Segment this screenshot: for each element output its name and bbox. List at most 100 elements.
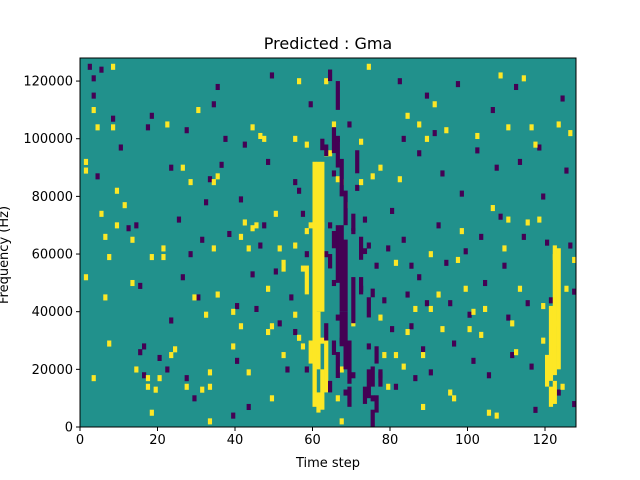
heatmap-band-low: [335, 225, 340, 283]
plot-frame: [79, 57, 577, 428]
heatmap-cell-high: [339, 366, 344, 373]
heatmap-cell-low: [149, 112, 154, 119]
heatmap-cell-low: [409, 262, 414, 269]
heatmap-cell-low: [548, 297, 554, 304]
heatmap-cell-high: [370, 173, 375, 180]
heatmap-cell-low: [331, 170, 337, 177]
heatmap-band-high: [304, 265, 309, 295]
heatmap-cell-low: [223, 135, 228, 142]
heatmap-cell-high: [440, 326, 445, 333]
heatmap-band-low: [335, 138, 340, 168]
heatmap-cell-high: [273, 210, 278, 217]
heatmap-cell-low: [572, 401, 577, 408]
heatmap-cell-low: [142, 343, 147, 350]
heatmap-cell-low: [111, 115, 116, 122]
heatmap-cell-low: [269, 72, 275, 79]
heatmap-cell-high: [498, 72, 503, 79]
heatmap-cell-high: [231, 308, 236, 315]
heatmap-cell-high: [421, 403, 426, 411]
heatmap-cell-high: [304, 228, 309, 235]
y-tick-label: 60000: [32, 248, 73, 263]
heatmap-cell-high: [517, 285, 523, 292]
heatmap-cell-high: [359, 138, 364, 145]
heatmap-cell-high: [359, 179, 364, 186]
heatmap-cell-low: [517, 158, 523, 165]
heatmap-cell-low: [506, 314, 511, 321]
heatmap-band-low: [362, 386, 368, 404]
heatmap-cell-high: [541, 337, 546, 344]
heatmap-cell-high: [405, 112, 410, 119]
heatmap-cell-low: [390, 326, 395, 333]
heatmap-band-low: [335, 81, 340, 110]
x-axis-ticks: 0 20 40 60 80 100 120: [76, 427, 557, 448]
heatmap-cell-high: [107, 340, 112, 347]
heatmap-band-high: [316, 311, 321, 370]
heatmap-cell-high: [537, 216, 542, 223]
heatmap-cell-low: [180, 274, 185, 281]
plot-area: [80, 58, 577, 427]
heatmap-cell-high: [510, 320, 515, 327]
heatmap-cell-high: [211, 245, 216, 252]
heatmap-band-high: [316, 161, 321, 312]
heatmap-cell-low: [169, 317, 174, 324]
heatmap-cell-high: [281, 352, 286, 359]
heatmap-band-low: [370, 409, 375, 427]
heatmap-band-low: [339, 311, 344, 347]
heatmap-cell-low: [304, 251, 309, 258]
heatmap-band-high: [312, 161, 317, 312]
heatmap-cell-low: [436, 222, 441, 229]
heatmap-cell-high: [533, 141, 538, 148]
heatmap-cell-low: [200, 236, 205, 243]
heatmap-cell-high: [262, 135, 267, 142]
y-tick-label: 120000: [23, 75, 73, 90]
heatmap-cell-high: [494, 412, 499, 419]
heatmap-cell-high: [173, 346, 178, 353]
heatmap-band-low: [366, 297, 371, 318]
heatmap-cell-high: [483, 305, 488, 312]
heatmap-cell-low: [498, 213, 503, 220]
x-tick-label: 60: [304, 433, 321, 448]
heatmap-cell-high: [188, 179, 193, 186]
heatmap-band-low: [374, 346, 379, 364]
heatmap-cell-low: [308, 101, 313, 108]
heatmap-cell-high: [91, 375, 96, 382]
heatmap-cell-high: [246, 369, 251, 376]
heatmap-cell-low: [366, 343, 371, 350]
heatmap-cell-high: [184, 383, 189, 390]
heatmap-cell-high: [180, 164, 185, 171]
heatmap-cell-high: [215, 173, 220, 180]
heatmap-cell-high: [161, 245, 166, 252]
heatmap-cell-high: [514, 349, 519, 356]
heatmap-cell-high: [231, 343, 236, 350]
x-axis-title: Time step: [295, 456, 360, 471]
heatmap-cell-high: [207, 369, 213, 376]
heatmap-cell-high: [351, 320, 356, 327]
heatmap-band-low: [362, 248, 368, 255]
heatmap-cell-low: [188, 251, 193, 258]
heatmap-cell-low: [254, 305, 259, 312]
heatmap-cell-high: [328, 150, 333, 157]
heatmap-cell-low: [250, 271, 255, 278]
heatmap-cell-low: [479, 233, 484, 240]
heatmap-cell-low: [242, 141, 247, 148]
heatmap-cell-low: [211, 101, 216, 108]
heatmap-cell-low: [514, 83, 519, 91]
heatmap-cell-low: [99, 66, 104, 73]
heatmap-cell-high: [382, 352, 387, 359]
heatmap-cell-high: [250, 124, 255, 131]
heatmap-cell-high: [293, 135, 298, 142]
heatmap-cell-low: [529, 363, 534, 370]
heatmap-cell-low: [126, 225, 131, 232]
heatmap-cell-high: [490, 205, 495, 212]
heatmap-cell-high: [297, 334, 302, 341]
heatmap-cell-low: [262, 222, 267, 229]
heatmap-cell-low: [227, 230, 232, 238]
heatmap-cell-low: [455, 81, 461, 88]
heatmap-cell-low: [196, 294, 201, 301]
heatmap-cell-low: [568, 242, 573, 249]
heatmap-cell-low: [421, 346, 426, 353]
heatmap-cell-low: [417, 274, 422, 281]
heatmap-cell-high: [161, 254, 166, 261]
heatmap-cell-high: [421, 352, 426, 359]
heatmap-cell-high: [269, 323, 275, 330]
